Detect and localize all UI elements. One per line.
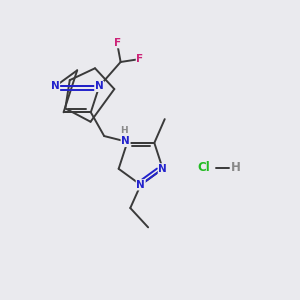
Text: H: H [231,161,241,174]
Text: N: N [136,180,145,190]
Text: N: N [121,136,130,146]
Text: F: F [136,54,143,64]
Text: Cl: Cl [197,161,210,174]
Text: N: N [51,81,59,92]
Text: H: H [120,126,128,135]
Text: N: N [95,81,103,92]
Text: F: F [113,38,121,48]
Text: N: N [158,164,167,174]
